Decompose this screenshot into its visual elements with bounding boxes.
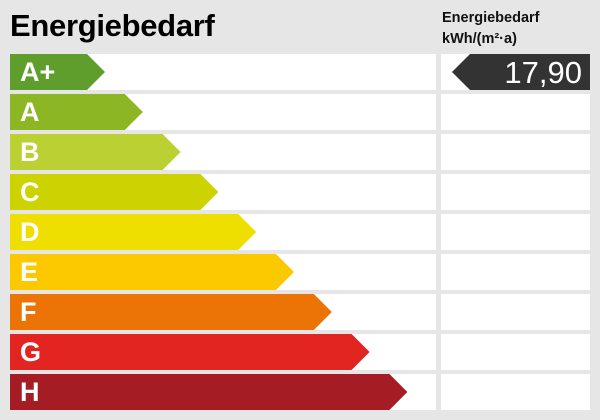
class-label: D: [20, 217, 40, 247]
value-cell: [441, 294, 590, 330]
class-arrow-shape: [10, 54, 105, 90]
value-cell: [441, 374, 590, 410]
value-cell: [441, 214, 590, 250]
value-cell: [441, 94, 590, 130]
indicator-arrow-shape: [452, 54, 590, 90]
class-arrow-shape: [10, 94, 143, 130]
value-cell: [441, 334, 590, 370]
class-label: C: [20, 177, 40, 207]
class-label: F: [20, 297, 37, 327]
class-arrow-shape: [10, 134, 181, 170]
class-label: E: [20, 257, 39, 287]
energy-class-row-b: B: [10, 134, 590, 170]
class-label: G: [20, 337, 42, 367]
class-arrow-shape: [10, 294, 332, 330]
energy-class-row-a: A: [10, 94, 590, 130]
energy-class-row-f: F: [10, 294, 590, 330]
value-cell: [441, 174, 590, 210]
energy-class-row-c: C: [10, 174, 590, 210]
energy-class-row-aplus: A+ 17,90: [10, 54, 590, 90]
energy-class-row-h: H: [10, 374, 590, 410]
class-label: A: [20, 97, 40, 127]
value-header-unit: kWh/(m²·a): [442, 31, 517, 47]
energy-class-row-d: D: [10, 214, 590, 250]
class-arrow-shape: [10, 174, 219, 210]
class-label: B: [20, 137, 40, 167]
class-label: H: [20, 377, 40, 407]
energy-class-row-g: G: [10, 334, 590, 370]
class-arrow-shape: [10, 254, 294, 290]
value-header: Energiebedarf kWh/(m²·a): [442, 8, 540, 50]
class-arrow-shape: [10, 374, 408, 410]
class-label: A+: [20, 57, 56, 87]
energy-class-row-e: E: [10, 254, 590, 290]
indicator-value: 17,90: [504, 55, 582, 90]
page-title: Energiebedarf: [10, 8, 215, 43]
class-arrow-shape: [10, 214, 257, 250]
value-cell: [441, 134, 590, 170]
value-header-title: Energiebedarf: [442, 10, 540, 26]
value-indicator: 17,90: [452, 54, 590, 90]
class-arrow-shape: [10, 334, 370, 370]
value-cell: [441, 254, 590, 290]
